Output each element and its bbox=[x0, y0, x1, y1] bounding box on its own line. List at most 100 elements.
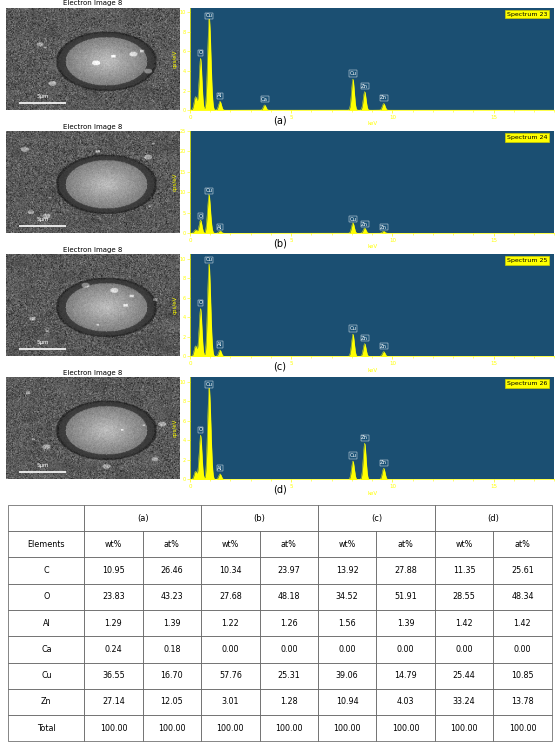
Text: Cu: Cu bbox=[206, 382, 212, 387]
Text: Zn: Zn bbox=[380, 225, 387, 230]
Text: wt%: wt% bbox=[105, 540, 122, 549]
Text: (d): (d) bbox=[273, 484, 287, 495]
Text: Spectrum 25: Spectrum 25 bbox=[507, 258, 547, 262]
X-axis label: keV: keV bbox=[367, 490, 377, 496]
Bar bbox=[85, 662, 143, 688]
Text: 1.28: 1.28 bbox=[280, 698, 297, 706]
Bar bbox=[201, 557, 259, 584]
Text: Al: Al bbox=[217, 224, 222, 230]
Text: 0.00: 0.00 bbox=[514, 645, 531, 654]
Text: 27.14: 27.14 bbox=[102, 698, 125, 706]
Bar bbox=[85, 584, 143, 610]
Text: 100.00: 100.00 bbox=[450, 724, 478, 733]
Bar bbox=[85, 610, 143, 636]
Bar bbox=[201, 505, 318, 531]
Text: (b): (b) bbox=[273, 238, 287, 248]
Text: 27.88: 27.88 bbox=[394, 566, 417, 575]
X-axis label: keV: keV bbox=[367, 244, 377, 250]
Text: (b): (b) bbox=[254, 514, 265, 523]
Bar bbox=[201, 531, 259, 557]
Bar bbox=[201, 610, 259, 636]
Text: Zn: Zn bbox=[361, 435, 368, 440]
Bar bbox=[435, 557, 493, 584]
Text: at%: at% bbox=[164, 540, 180, 549]
Text: 23.83: 23.83 bbox=[102, 592, 125, 602]
Bar bbox=[85, 531, 143, 557]
Text: Zn: Zn bbox=[361, 83, 368, 88]
Bar bbox=[318, 636, 376, 662]
Text: 0.00: 0.00 bbox=[222, 645, 239, 654]
Bar bbox=[85, 505, 201, 531]
Bar bbox=[8, 505, 85, 531]
Text: 1.56: 1.56 bbox=[338, 619, 356, 628]
Bar bbox=[201, 715, 259, 741]
Text: 23.97: 23.97 bbox=[277, 566, 300, 575]
Text: 48.18: 48.18 bbox=[278, 592, 300, 602]
Text: Zn: Zn bbox=[380, 344, 387, 349]
Text: 100.00: 100.00 bbox=[158, 724, 186, 733]
Text: 27.68: 27.68 bbox=[219, 592, 242, 602]
Text: 36.55: 36.55 bbox=[102, 671, 125, 680]
Text: 25.61: 25.61 bbox=[511, 566, 534, 575]
Bar bbox=[143, 531, 201, 557]
Bar bbox=[201, 688, 259, 715]
Bar bbox=[85, 715, 143, 741]
Bar bbox=[259, 584, 318, 610]
Text: Spectrum 26: Spectrum 26 bbox=[507, 381, 547, 386]
Bar bbox=[493, 557, 552, 584]
Text: 10.34: 10.34 bbox=[219, 566, 241, 575]
Text: O: O bbox=[199, 50, 203, 55]
Bar bbox=[493, 531, 552, 557]
Text: 100.00: 100.00 bbox=[333, 724, 361, 733]
Text: 5μm: 5μm bbox=[36, 340, 49, 345]
Bar bbox=[318, 584, 376, 610]
Text: C: C bbox=[44, 566, 49, 575]
Title: Electron Image 8: Electron Image 8 bbox=[63, 247, 122, 253]
Text: O: O bbox=[199, 301, 203, 305]
Bar bbox=[201, 662, 259, 688]
Text: 14.79: 14.79 bbox=[394, 671, 417, 680]
Text: at%: at% bbox=[398, 540, 413, 549]
Bar bbox=[259, 610, 318, 636]
Text: Cu: Cu bbox=[349, 217, 356, 221]
Bar bbox=[8, 662, 85, 688]
Bar bbox=[493, 610, 552, 636]
Text: 13.78: 13.78 bbox=[511, 698, 534, 706]
Text: Al: Al bbox=[217, 93, 222, 98]
Bar bbox=[376, 531, 435, 557]
Bar bbox=[435, 505, 552, 531]
Bar bbox=[318, 610, 376, 636]
Text: at%: at% bbox=[281, 540, 297, 549]
Text: 5μm: 5μm bbox=[36, 464, 49, 468]
Text: 100.00: 100.00 bbox=[275, 724, 302, 733]
Text: 1.26: 1.26 bbox=[280, 619, 297, 628]
Text: 25.44: 25.44 bbox=[452, 671, 475, 680]
Bar bbox=[8, 610, 85, 636]
Bar bbox=[143, 636, 201, 662]
Text: 48.34: 48.34 bbox=[511, 592, 534, 602]
Bar bbox=[318, 715, 376, 741]
Bar bbox=[259, 531, 318, 557]
Text: Spectrum 23: Spectrum 23 bbox=[507, 11, 547, 16]
Text: 1.39: 1.39 bbox=[397, 619, 414, 628]
Text: 26.46: 26.46 bbox=[161, 566, 183, 575]
Text: 3.01: 3.01 bbox=[222, 698, 239, 706]
Text: Zn: Zn bbox=[380, 460, 387, 465]
Bar bbox=[435, 584, 493, 610]
Bar bbox=[259, 715, 318, 741]
Bar bbox=[143, 662, 201, 688]
Text: (a): (a) bbox=[273, 116, 287, 125]
Text: 43.23: 43.23 bbox=[161, 592, 183, 602]
Text: Al: Al bbox=[217, 342, 222, 347]
Text: Al: Al bbox=[217, 466, 222, 471]
Text: 0.00: 0.00 bbox=[338, 645, 356, 654]
Text: Cu: Cu bbox=[206, 257, 212, 262]
Bar bbox=[318, 662, 376, 688]
Bar bbox=[8, 688, 85, 715]
Text: Total: Total bbox=[37, 724, 55, 733]
Text: Cu: Cu bbox=[349, 453, 356, 458]
Text: (c): (c) bbox=[371, 514, 382, 523]
Text: 57.76: 57.76 bbox=[219, 671, 242, 680]
Text: Cu: Cu bbox=[349, 71, 356, 76]
Text: 25.31: 25.31 bbox=[277, 671, 300, 680]
